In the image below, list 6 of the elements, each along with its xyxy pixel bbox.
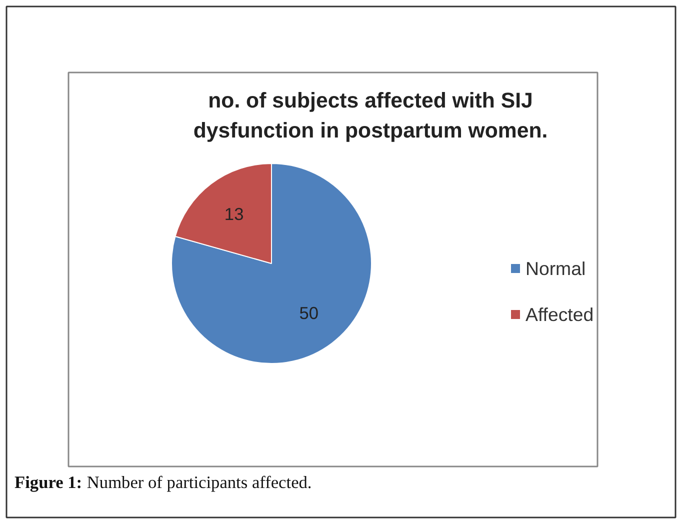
legend-label: Affected bbox=[526, 304, 594, 325]
data-label: 13 bbox=[224, 204, 244, 224]
legend-label: Normal bbox=[526, 258, 586, 279]
chart-title: no. of subjects affected with SIJ dysfunction in postpartum women. bbox=[193, 88, 548, 142]
caption: Figure 1: Number of participants affected. bbox=[14, 473, 312, 492]
data-label: 50 bbox=[299, 302, 319, 323]
